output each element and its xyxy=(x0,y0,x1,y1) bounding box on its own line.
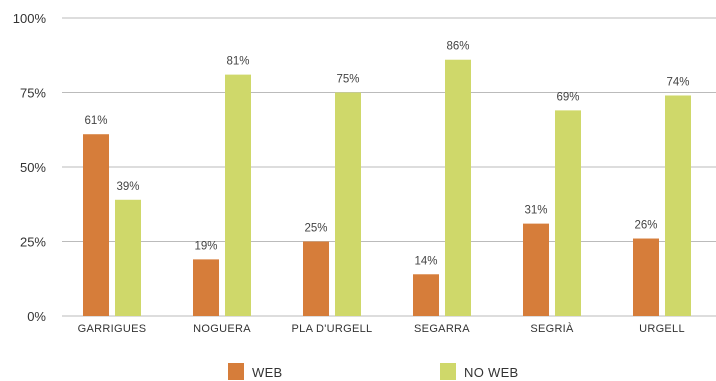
gridlines xyxy=(62,17,716,317)
bar-web xyxy=(83,134,109,316)
legend-swatch xyxy=(440,363,456,380)
y-tick-label: 0% xyxy=(27,309,46,324)
bar-no-web xyxy=(445,59,471,316)
data-labels: 61% 39% 19% 81% 25% 75% 14% 86% 31% 69% 26% 74% xyxy=(84,41,689,268)
data-label: 61% xyxy=(84,115,107,127)
data-label: 86% xyxy=(446,41,469,53)
data-label: 31% xyxy=(524,205,547,217)
x-category-label: URGELL xyxy=(639,323,685,335)
bar-no-web xyxy=(335,92,361,316)
data-label: 19% xyxy=(194,240,217,252)
bar-web xyxy=(193,259,219,316)
data-label: 14% xyxy=(414,255,437,267)
bar-no-web xyxy=(665,95,691,316)
bar-no-web xyxy=(225,74,251,317)
data-label: 75% xyxy=(336,74,359,86)
data-label: 39% xyxy=(116,181,139,193)
data-label: 81% xyxy=(226,56,249,68)
y-axis-ticks: 0% 25% 50% 75% 100% xyxy=(13,11,47,324)
x-category-label: SEGRIÀ xyxy=(530,322,574,335)
bar-web xyxy=(303,241,329,316)
bar-no-web xyxy=(555,110,581,316)
legend: WEB NO WEB xyxy=(228,363,519,380)
y-tick-label: 25% xyxy=(20,235,46,250)
y-tick-label: 100% xyxy=(13,11,47,26)
data-label: 26% xyxy=(634,220,657,232)
x-category-label: PLA D'URGELL xyxy=(292,323,373,335)
data-label: 25% xyxy=(304,223,327,235)
y-tick-label: 50% xyxy=(20,160,46,175)
y-tick-label: 75% xyxy=(20,86,46,101)
data-label: 74% xyxy=(666,76,689,88)
legend-swatch xyxy=(228,363,244,380)
data-label: 69% xyxy=(556,91,579,103)
x-category-label: NOGUERA xyxy=(193,323,251,335)
bar-no-web xyxy=(115,199,141,316)
x-category-label: SEGARRA xyxy=(414,323,470,335)
x-axis-categories: GARRIGUES NOGUERA PLA D'URGELL SEGARRA SEGRI… xyxy=(78,322,685,335)
bar-web xyxy=(633,238,659,316)
legend-label: NO WEB xyxy=(464,365,519,380)
legend-label: WEB xyxy=(252,365,283,380)
x-category-label: GARRIGUES xyxy=(78,323,147,335)
bar-web xyxy=(523,223,549,316)
bars xyxy=(83,59,691,317)
bar-web xyxy=(413,274,439,316)
